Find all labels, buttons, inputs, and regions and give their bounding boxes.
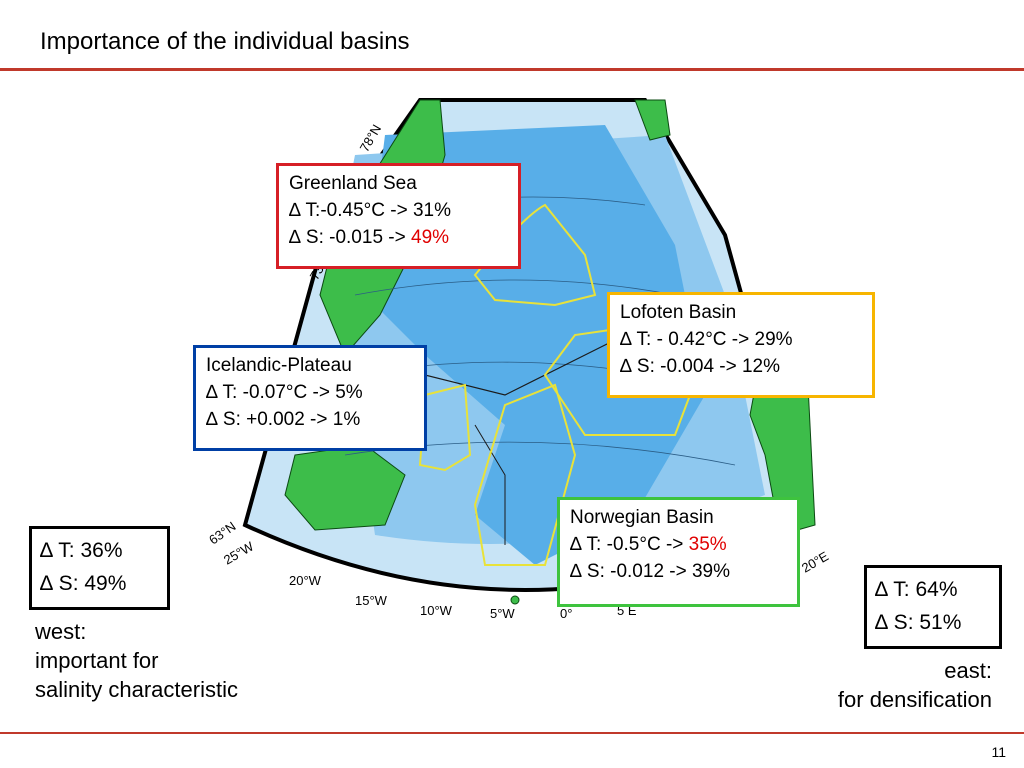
west-ds: ∆ S: 49%: [40, 572, 127, 595]
west-dt: ∆ T: 36%: [40, 539, 123, 562]
west-caption-line-3: salinity characteristic: [35, 677, 238, 702]
greenland-sea-ds: ∆ S: -0.015 -> 49%: [289, 224, 508, 251]
norwegian-basin-dt-prefix: ∆ T: -0.5°C ->: [570, 534, 689, 555]
greenland-sea-name: Greenland Sea: [289, 173, 417, 194]
slide-title: Importance of the individual basins: [40, 28, 410, 55]
page-number: 11: [991, 744, 1006, 760]
west-caption-line-2: important for: [35, 648, 159, 673]
lon-label-25w: 25°W: [221, 538, 257, 567]
norwegian-basin-dt-value: 35%: [688, 534, 727, 555]
greenland-sea-ds-value: 49%: [411, 227, 450, 248]
lon-label-20e: 20°E: [799, 548, 831, 575]
east-caption: east: for densification: [838, 656, 992, 714]
east-caption-line-1: east:: [944, 658, 992, 683]
lofoten-basin-box: Lofoten Basin ∆ T: - 0.42°C -> 29% ∆ S: …: [607, 292, 875, 398]
greenland-sea-box: Greenland Sea ∆ T:-0.45°C -> 31% ∆ S: -0…: [276, 163, 521, 269]
icelandic-plateau-ds: ∆ S: +0.002 -> 1%: [206, 409, 361, 430]
icelandic-plateau-dt: ∆ T: -0.07°C -> 5%: [206, 382, 363, 403]
icelandic-plateau-box: Icelandic-Plateau ∆ T: -0.07°C -> 5% ∆ S…: [193, 345, 427, 451]
lat-label-78: 78°N: [357, 122, 385, 155]
west-caption: west: important for salinity characteris…: [35, 617, 238, 704]
norwegian-basin-box: Norwegian Basin ∆ T: -0.5°C -> 35% ∆ S: …: [557, 497, 800, 607]
east-caption-line-2: for densification: [837, 687, 992, 712]
greenland-sea-ds-prefix: ∆ S: -0.015 ->: [289, 227, 411, 248]
lofoten-basin-ds: ∆ S: -0.004 -> 12%: [620, 356, 781, 377]
west-caption-line-1: west:: [35, 619, 87, 644]
east-dt: ∆ T: 64%: [875, 578, 958, 601]
iceland-plateau-outline: [418, 383, 472, 472]
east-summary-box: ∆ T: 64% ∆ S: 51%: [864, 565, 1002, 649]
svalbard-land: [634, 99, 671, 141]
lon-label-0: 0°: [560, 606, 572, 621]
footer-divider: [0, 732, 1024, 734]
faroe-land: [510, 595, 520, 605]
title-divider: [0, 68, 1024, 71]
lofoten-basin-name: Lofoten Basin: [620, 302, 737, 323]
icelandic-plateau-name: Icelandic-Plateau: [206, 355, 352, 376]
east-ds: ∆ S: 51%: [875, 611, 962, 634]
greenland-sea-dt: ∆ T:-0.45°C -> 31%: [289, 200, 451, 221]
norwegian-basin-dt: ∆ T: -0.5°C -> 35%: [570, 531, 787, 558]
lofoten-basin-dt: ∆ T: - 0.42°C -> 29%: [620, 329, 793, 350]
lon-label-15w: 15°W: [355, 593, 388, 608]
norwegian-basin-ds: ∆ S: -0.012 -> 39%: [570, 561, 731, 582]
lon-label-5w: 5°W: [490, 606, 515, 621]
norwegian-basin-outline: [473, 383, 577, 566]
lon-label-10w: 10°W: [420, 603, 453, 618]
lat-label-63: 63°N: [206, 519, 238, 548]
norwegian-basin-name: Norwegian Basin: [570, 507, 714, 528]
lon-label-20w: 20°W: [289, 573, 322, 588]
west-summary-box: ∆ T: 36% ∆ S: 49%: [29, 526, 170, 610]
